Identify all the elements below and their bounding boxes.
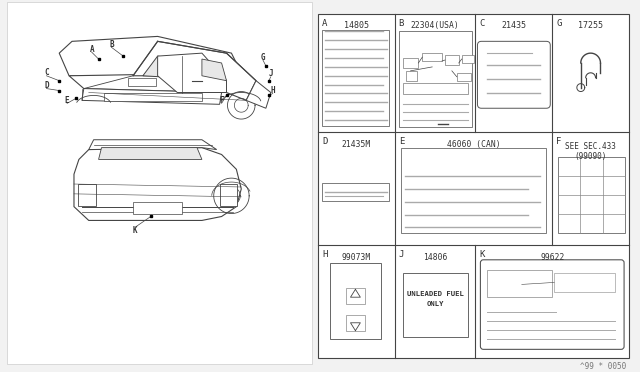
Text: E: E xyxy=(399,137,404,146)
Polygon shape xyxy=(89,140,217,150)
Polygon shape xyxy=(60,36,241,76)
Text: 17255: 17255 xyxy=(578,21,603,30)
Text: ONLY: ONLY xyxy=(426,301,444,307)
Text: 99622: 99622 xyxy=(540,253,564,262)
Polygon shape xyxy=(82,89,221,104)
Text: C: C xyxy=(479,19,484,28)
Text: D: D xyxy=(322,137,327,146)
Polygon shape xyxy=(74,148,241,221)
Text: 14806: 14806 xyxy=(423,253,447,262)
Polygon shape xyxy=(157,53,227,93)
Text: A: A xyxy=(90,45,94,54)
Text: C: C xyxy=(44,68,49,77)
Bar xyxy=(554,273,615,292)
Bar xyxy=(406,71,417,81)
Bar xyxy=(318,14,629,358)
Text: K: K xyxy=(479,250,484,259)
Bar xyxy=(487,270,552,297)
Text: 21435: 21435 xyxy=(501,21,526,30)
Text: 14805: 14805 xyxy=(344,21,369,30)
Text: A: A xyxy=(322,19,327,28)
Text: UNLEADED FUEL: UNLEADED FUEL xyxy=(406,291,463,297)
Bar xyxy=(461,55,474,63)
Polygon shape xyxy=(143,56,227,81)
FancyBboxPatch shape xyxy=(477,41,550,108)
Bar xyxy=(78,184,95,206)
Text: J: J xyxy=(269,69,273,78)
Text: F: F xyxy=(220,96,224,105)
Text: (99090): (99090) xyxy=(575,151,607,161)
Bar xyxy=(403,273,468,337)
Bar xyxy=(104,93,202,101)
Bar xyxy=(133,202,182,214)
Bar xyxy=(322,29,389,126)
Bar xyxy=(403,58,419,68)
Text: D: D xyxy=(44,81,49,90)
Bar xyxy=(422,53,442,61)
Bar xyxy=(220,184,237,206)
Text: ^99 * 0050: ^99 * 0050 xyxy=(580,362,626,371)
Text: 99073M: 99073M xyxy=(342,253,371,262)
Polygon shape xyxy=(99,148,202,160)
Bar xyxy=(399,31,472,127)
Text: K: K xyxy=(132,226,138,235)
Bar xyxy=(403,83,468,94)
FancyBboxPatch shape xyxy=(481,260,624,349)
Text: 22304(USA): 22304(USA) xyxy=(411,21,460,30)
Text: G: G xyxy=(556,19,561,28)
Text: B: B xyxy=(109,40,114,49)
Bar xyxy=(128,78,156,86)
Polygon shape xyxy=(69,73,241,93)
Text: H: H xyxy=(322,250,327,259)
Bar xyxy=(322,183,389,201)
Polygon shape xyxy=(202,59,227,81)
Text: B: B xyxy=(399,19,404,28)
Text: 46060 (CAN): 46060 (CAN) xyxy=(447,140,500,149)
Bar xyxy=(457,73,470,81)
Text: 21435M: 21435M xyxy=(342,140,371,149)
Bar xyxy=(445,55,459,65)
Text: H: H xyxy=(271,86,275,95)
Text: J: J xyxy=(399,250,404,259)
Bar xyxy=(346,288,365,304)
Bar xyxy=(558,157,625,233)
Polygon shape xyxy=(246,81,271,108)
Text: E: E xyxy=(65,96,69,105)
Polygon shape xyxy=(133,41,256,100)
Text: F: F xyxy=(556,137,561,146)
Text: SEE SEC.433: SEE SEC.433 xyxy=(565,142,616,151)
Bar xyxy=(346,315,365,331)
Bar xyxy=(7,2,312,364)
Bar xyxy=(401,148,547,233)
Text: G: G xyxy=(260,52,265,62)
Bar xyxy=(330,263,381,339)
